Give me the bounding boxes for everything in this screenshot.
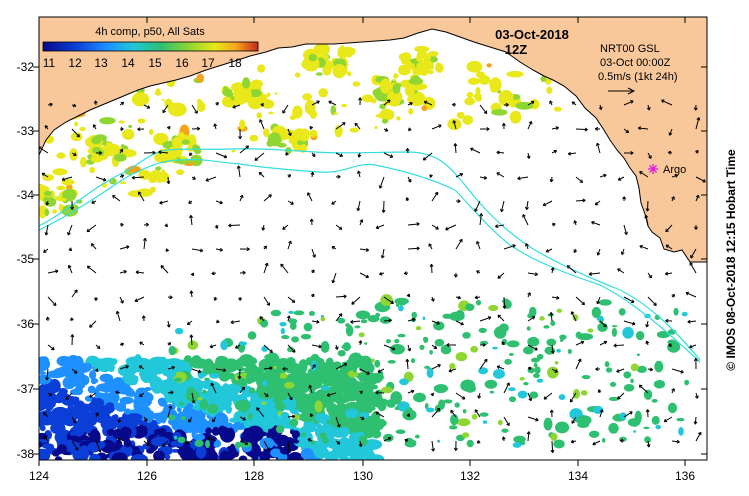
x-tick-126: 126 <box>137 469 157 483</box>
y-tick-32: -32 <box>17 60 35 74</box>
colorbar-tick-17: 17 <box>201 56 215 70</box>
x-tick-130: 130 <box>353 469 373 483</box>
current-contour-south <box>39 158 701 363</box>
coastline-land <box>39 17 707 263</box>
colorbar-tick-18: 18 <box>228 56 242 70</box>
x-tick-136: 136 <box>675 469 695 483</box>
map-time-title: 12Z <box>505 42 527 57</box>
colorbar <box>42 41 259 52</box>
x-tick-134: 134 <box>568 469 588 483</box>
axis-ticks <box>33 17 707 466</box>
x-tick-132: 132 <box>460 469 480 483</box>
plot-frame <box>38 16 708 461</box>
colorbar-tick-13: 13 <box>94 56 108 70</box>
current-info-line2: 03-Oct 00:00Z <box>600 57 671 69</box>
colorbar-tick-12: 12 <box>68 56 82 70</box>
y-tick-37: -37 <box>17 382 35 396</box>
colorbar-tick-14: 14 <box>121 56 135 70</box>
current-contour-north <box>39 148 701 361</box>
current-info-line1: NRT00 GSL <box>600 43 660 55</box>
current-vector-arrows <box>39 97 706 453</box>
colorbar-tick-16: 16 <box>175 56 189 70</box>
sst-patches <box>39 43 690 460</box>
y-tick-36: -36 <box>17 317 35 331</box>
colorbar-tick-15: 15 <box>148 56 162 70</box>
imos-credit: © IMOS 08-Oct-2018 12:15 Hobart Time <box>724 149 738 371</box>
y-tick-34: -34 <box>17 188 35 202</box>
x-tick-124: 124 <box>29 469 49 483</box>
y-tick-33: -33 <box>17 124 35 138</box>
argo-label: Argo <box>663 164 686 176</box>
y-tick-38: -38 <box>17 447 35 461</box>
scale-arrow-icon <box>608 87 636 95</box>
colorbar-tick-11: 11 <box>43 56 56 70</box>
colorbar-title: 4h comp, p50, All Sats <box>95 26 205 38</box>
x-tick-128: 128 <box>244 469 264 483</box>
y-tick-35: -35 <box>17 252 35 266</box>
current-info-line3: 0.5m/s (1kt 24h) <box>598 71 677 83</box>
argo-float-marker-icon <box>648 164 658 174</box>
map-date-title: 03-Oct-2018 <box>495 27 569 42</box>
